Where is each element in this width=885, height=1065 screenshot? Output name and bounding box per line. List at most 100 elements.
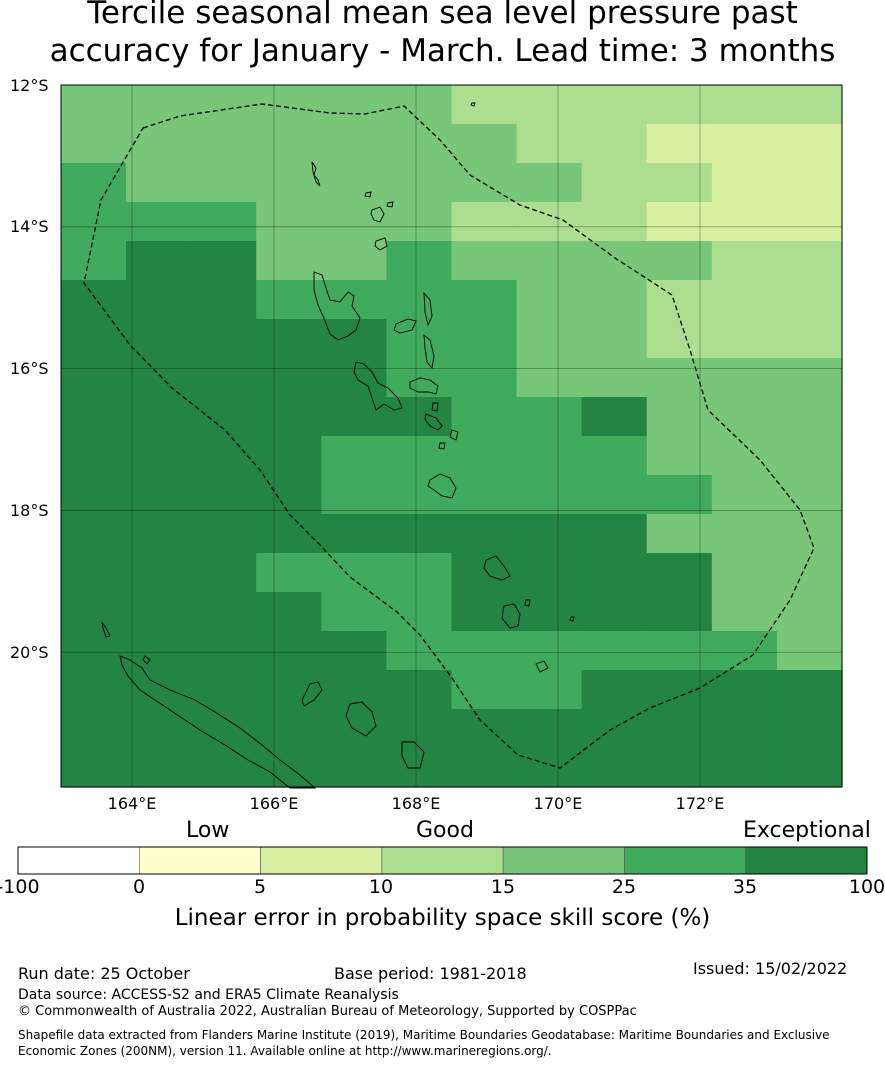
skill-cell <box>321 475 388 515</box>
issued-date: Issued: 15/02/2022 <box>693 959 848 978</box>
lon-label-168e: 168°E <box>391 794 441 813</box>
island-pentecost <box>423 333 435 370</box>
skill-cell <box>126 358 192 398</box>
skill-cell <box>711 163 778 203</box>
skill-cell <box>581 592 648 632</box>
colorbar <box>17 846 868 875</box>
skill-cell <box>126 631 192 671</box>
skill-cell <box>516 553 583 593</box>
island-futuna <box>569 616 575 622</box>
skill-cell <box>386 358 453 398</box>
skill-cell <box>516 592 583 632</box>
skill-cell <box>191 202 257 242</box>
skill-cell <box>581 709 648 749</box>
skill-cell <box>256 631 322 671</box>
skill-cell <box>711 397 778 437</box>
skill-cell <box>61 553 127 593</box>
skill-cell <box>451 592 518 632</box>
skill-cell <box>516 631 583 671</box>
skill-cell <box>321 319 388 359</box>
skill-cell <box>256 85 322 125</box>
skill-cell <box>516 397 583 437</box>
skill-cell <box>581 280 648 320</box>
skill-cell <box>646 475 713 515</box>
island-tanna <box>501 603 521 629</box>
skill-cell <box>646 241 713 281</box>
colorbar-tick-label: 15 <box>490 876 516 898</box>
skill-cell <box>776 124 843 164</box>
island-tongoa <box>449 429 459 441</box>
skill-cell <box>61 319 127 359</box>
skill-cell <box>711 475 778 515</box>
skill-cell <box>256 397 322 437</box>
island-merelava <box>386 201 394 208</box>
island-ureparapara <box>364 191 372 198</box>
eez-boundary <box>83 103 815 769</box>
skill-cell <box>451 709 518 749</box>
map-frame <box>60 84 843 788</box>
skill-cell <box>126 85 192 125</box>
skill-cell <box>126 124 192 164</box>
colorbar-segment <box>138 846 261 875</box>
lat-label-14s: 14°S <box>10 217 49 236</box>
island-efate <box>427 473 457 499</box>
shapefile-credit-line-2: Economic Zones (200NM), version 11. Avai… <box>18 1044 552 1058</box>
island-epi <box>424 413 443 431</box>
island-emae <box>438 442 446 450</box>
skill-cell <box>126 202 192 242</box>
skill-cell <box>581 631 648 671</box>
skill-cell <box>581 85 648 125</box>
skill-cell <box>191 319 257 359</box>
skill-cell <box>581 397 648 437</box>
skill-cell <box>126 709 192 749</box>
skill-cell <box>386 241 453 281</box>
skill-cell <box>776 670 843 710</box>
island-paama <box>431 402 439 412</box>
skill-cell <box>256 514 322 554</box>
skill-cell <box>126 670 192 710</box>
skill-cell <box>451 397 518 437</box>
skill-cell <box>321 85 388 125</box>
legend-category-low: Low <box>186 818 230 843</box>
colorbar-segment <box>381 846 504 875</box>
skill-cell <box>191 592 257 632</box>
skill-cell <box>776 397 843 437</box>
lon-label-166e: 166°E <box>249 794 299 813</box>
skill-cell <box>516 670 583 710</box>
skill-cell <box>776 163 843 203</box>
skill-cell <box>581 553 648 593</box>
skill-cell <box>61 163 127 203</box>
skill-cell <box>516 124 583 164</box>
island-small-nc-1 <box>142 655 151 665</box>
skill-cell <box>386 163 453 203</box>
colorbar-tick-label: 10 <box>368 876 394 898</box>
map-title: Tercile seasonal mean sea level pressure… <box>0 0 885 70</box>
skill-cell <box>776 631 843 671</box>
skill-cell <box>61 514 127 554</box>
skill-cell <box>386 280 453 320</box>
skill-cell <box>321 748 388 788</box>
skill-cell <box>321 280 388 320</box>
island-torres <box>311 161 321 187</box>
skill-cell <box>646 124 713 164</box>
skill-cell <box>646 553 713 593</box>
skill-cell <box>256 709 322 749</box>
skill-cell <box>61 280 127 320</box>
base-period: Base period: 1981-2018 <box>334 964 527 983</box>
skill-cell <box>646 709 713 749</box>
skill-cell <box>646 592 713 632</box>
skill-cell <box>646 280 713 320</box>
island-malekula <box>353 361 403 411</box>
skill-cell <box>776 280 843 320</box>
colorbar-tick-label: 0 <box>132 876 146 898</box>
title-line-1: Tercile seasonal mean sea level pressure… <box>87 0 798 31</box>
skill-grid <box>61 85 843 788</box>
skill-cell <box>256 319 322 359</box>
island-aneityum <box>535 660 549 673</box>
skill-cell <box>646 163 713 203</box>
skill-cell <box>581 124 648 164</box>
skill-cell <box>646 397 713 437</box>
skill-cell <box>581 475 648 515</box>
skill-cell <box>451 670 518 710</box>
skill-cell <box>386 631 453 671</box>
